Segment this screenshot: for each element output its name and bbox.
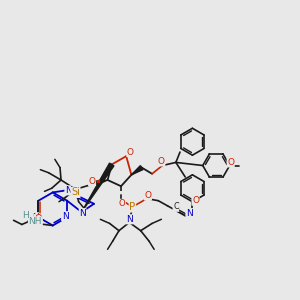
Text: O: O <box>34 214 42 224</box>
Text: N: N <box>65 186 72 195</box>
Text: N: N <box>126 215 133 224</box>
Text: O: O <box>127 148 134 157</box>
Text: NH: NH <box>28 217 42 226</box>
Text: N: N <box>79 208 86 217</box>
Text: N: N <box>32 213 39 222</box>
Text: O: O <box>88 176 96 185</box>
Text: N: N <box>186 208 193 217</box>
Text: Si: Si <box>71 188 80 197</box>
Text: H: H <box>22 211 29 220</box>
Text: C: C <box>173 202 179 211</box>
Text: O: O <box>158 157 165 166</box>
Text: O: O <box>144 191 152 200</box>
Text: N: N <box>61 212 68 221</box>
Polygon shape <box>82 163 114 212</box>
Text: O: O <box>227 158 234 167</box>
Polygon shape <box>96 180 108 185</box>
Text: O: O <box>192 196 199 205</box>
Text: P: P <box>129 202 136 212</box>
Polygon shape <box>131 166 143 175</box>
Text: O: O <box>119 199 125 208</box>
